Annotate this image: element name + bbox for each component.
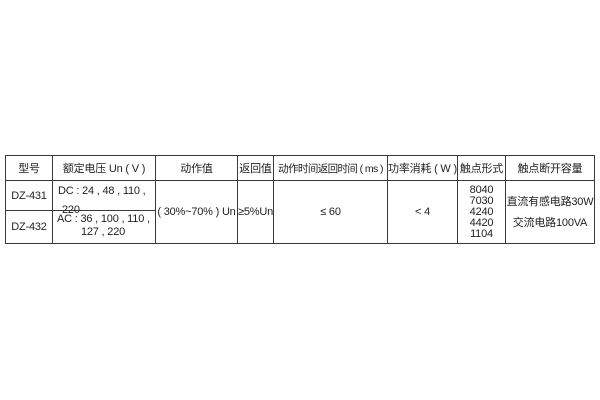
action-return-time-cell: ≤ 60 bbox=[274, 181, 388, 243]
action-value-text: ( 30%~70% ) Un bbox=[157, 206, 236, 218]
voltage-ac-line1: AC : 36 , 100 , 110 , bbox=[57, 213, 150, 225]
breaking-capacity-line: 交流电路100VA bbox=[512, 216, 588, 229]
header-breaking-capacity: 触点断开容量 bbox=[506, 156, 594, 181]
header-action-return-time-label: 动作时间返回时间 ( ms ) bbox=[278, 162, 383, 175]
model-dz431-label: DZ-431 bbox=[11, 189, 47, 202]
contact-form-value: 7030 bbox=[469, 194, 494, 207]
header-rated-voltage-label: 额定电压 Un ( V ) bbox=[62, 163, 146, 175]
contact-form-value: 4240 bbox=[469, 205, 494, 218]
header-power-consumption-label: 功率消耗 ( W ) bbox=[388, 163, 457, 175]
header-model: 型号 bbox=[6, 156, 53, 181]
voltage-cell-dc: DC : 24 , 48 , 110 , 220 bbox=[53, 181, 156, 216]
return-value-cell: ≥5%Un bbox=[238, 181, 274, 243]
header-model-label: 型号 bbox=[18, 163, 40, 175]
power-consumption-cell: < 4 bbox=[388, 181, 458, 243]
breaking-capacity-cell: 直流有感电路30W 交流电路100VA bbox=[506, 181, 594, 243]
model-dz432-label: DZ-432 bbox=[11, 221, 47, 233]
return-value-text: ≥5%Un bbox=[238, 206, 273, 218]
contact-form-value: 4420 bbox=[469, 216, 494, 229]
contact-form-value: 8040 bbox=[469, 183, 494, 196]
voltage-cell-ac: AC : 36 , 100 , 110 , 127 , 220 bbox=[53, 211, 156, 243]
header-action-value: 动作值 bbox=[156, 156, 238, 181]
breaking-capacity-line: 直流有感电路30W bbox=[506, 195, 594, 208]
header-contact-form: 触点形式 bbox=[458, 156, 506, 181]
header-power-consumption: 功率消耗 ( W ) bbox=[388, 156, 458, 181]
action-return-time-text: ≤ 60 bbox=[320, 206, 341, 218]
contact-form-value: 1104 bbox=[470, 227, 493, 240]
voltage-dc-line2-overflow: 220 bbox=[62, 204, 80, 216]
header-action-value-label: 动作值 bbox=[180, 163, 213, 175]
spec-table: 型号 额定电压 Un ( V ) 动作值 返回值 动作时间返回时间 ( ms )… bbox=[5, 155, 595, 244]
header-rated-voltage: 额定电压 Un ( V ) bbox=[53, 156, 156, 181]
action-value-cell: ( 30%~70% ) Un bbox=[156, 181, 238, 243]
header-action-return-time: 动作时间返回时间 ( ms ) bbox=[274, 156, 388, 181]
header-breaking-capacity-label: 触点断开容量 bbox=[517, 163, 583, 175]
voltage-dc-line1: DC : 24 , 48 , 110 , bbox=[58, 185, 146, 197]
header-return-value-label: 返回值 bbox=[239, 163, 272, 175]
contact-form-cell: 8040 7030 4240 4420 1104 bbox=[458, 181, 506, 243]
power-consumption-text: < 4 bbox=[415, 206, 430, 218]
header-return-value: 返回值 bbox=[238, 156, 274, 181]
model-cell-dz431: DZ-431 bbox=[6, 181, 53, 211]
header-contact-form-label: 触点形式 bbox=[459, 163, 504, 175]
voltage-ac-line2: 127 , 220 bbox=[80, 226, 126, 238]
model-cell-dz432: DZ-432 bbox=[6, 211, 53, 243]
